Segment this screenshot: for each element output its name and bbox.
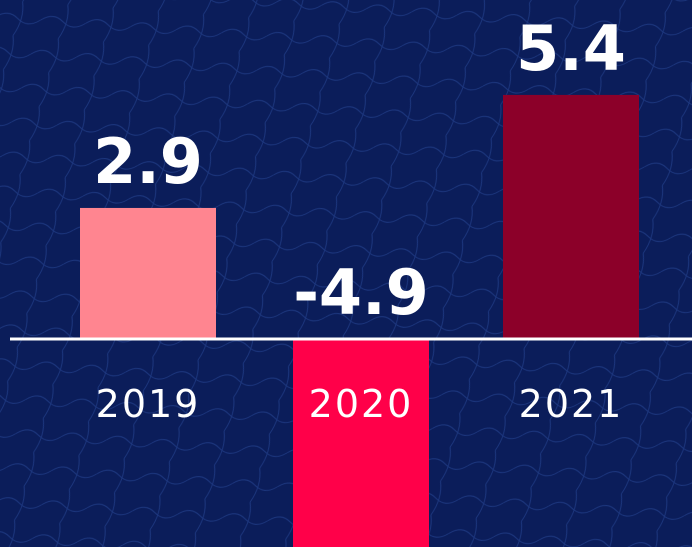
bars bbox=[80, 94, 639, 547]
labels: 2.9 2019 -4.9 2020 5.4 2021 bbox=[93, 12, 626, 426]
bar bbox=[503, 94, 639, 340]
bar bbox=[293, 339, 429, 547]
value-label: 5.4 bbox=[516, 12, 626, 85]
x-tick-label: 2020 bbox=[309, 382, 414, 426]
value-label: 2.9 bbox=[93, 125, 203, 198]
x-tick-label: 2021 bbox=[519, 382, 624, 426]
x-tick-label: 2019 bbox=[96, 382, 201, 426]
bar bbox=[80, 207, 216, 340]
value-label: -4.9 bbox=[293, 256, 429, 329]
